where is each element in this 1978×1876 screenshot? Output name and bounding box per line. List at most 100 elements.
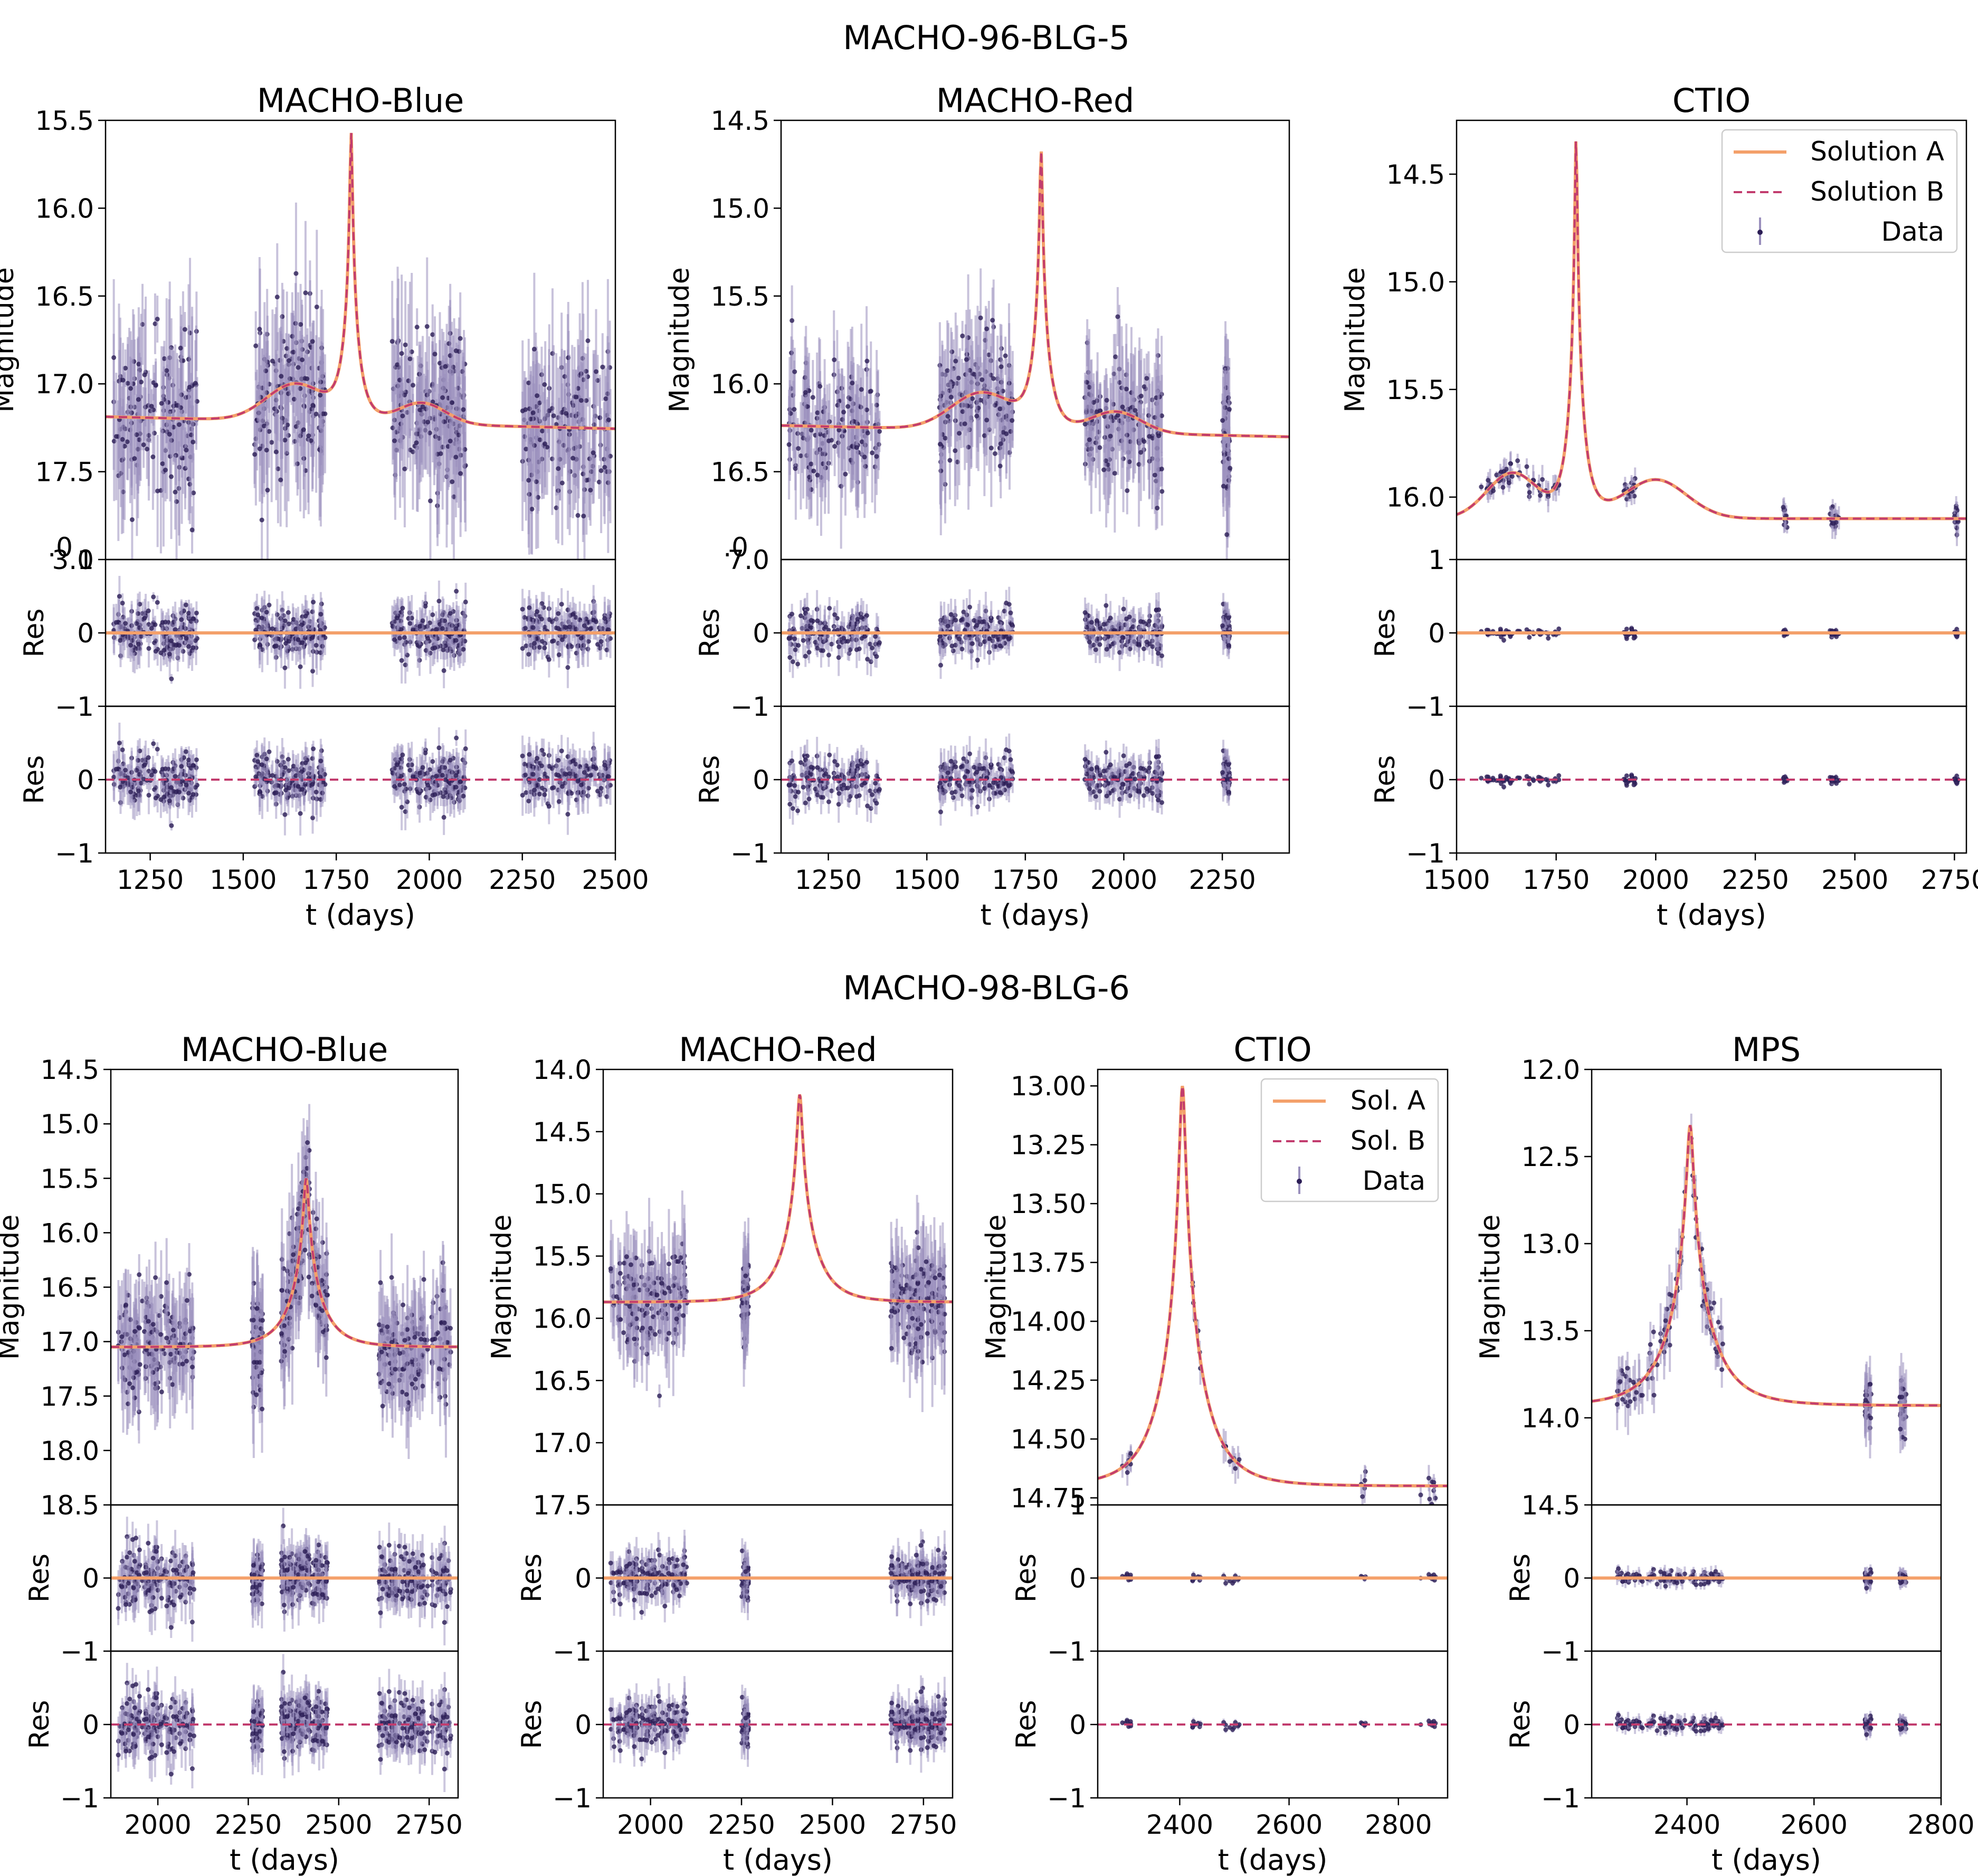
data-point [803, 390, 808, 395]
data-point [279, 374, 284, 379]
residual-point [440, 626, 445, 631]
data-point [252, 452, 258, 457]
data-point [1156, 433, 1162, 439]
residual-point [969, 641, 975, 646]
data-point [403, 342, 408, 347]
residual-point [186, 644, 191, 649]
data-point [424, 324, 430, 329]
residual-point [155, 600, 160, 605]
residual-point [535, 756, 540, 761]
residual-point [313, 642, 319, 648]
residual-point [792, 636, 797, 641]
residual-point [255, 612, 261, 618]
residual-point [425, 636, 431, 641]
data-point [395, 362, 400, 367]
data-point [120, 377, 126, 383]
residual-point [254, 753, 260, 758]
data-point [792, 369, 797, 374]
residual-point [453, 773, 459, 778]
residual-point [796, 643, 801, 648]
data-point [809, 461, 814, 467]
residual-point [310, 782, 315, 787]
residual-point [582, 623, 587, 628]
residual-point [606, 627, 611, 632]
data-point [1127, 459, 1132, 465]
residual-point [425, 782, 431, 788]
residual-point [542, 645, 547, 650]
data-point [598, 468, 604, 473]
residual-point [873, 634, 878, 639]
residual-point [520, 792, 525, 798]
residual-point [311, 600, 316, 605]
data-point [964, 357, 969, 362]
residual-point [300, 640, 305, 646]
data-point [128, 386, 134, 391]
data-point [296, 365, 301, 370]
data-point [270, 358, 275, 364]
residual-point [298, 664, 303, 669]
residual-point [118, 638, 123, 643]
residual-point [167, 798, 172, 803]
residual-ytick-label: 0 [77, 618, 94, 649]
residual-point [183, 602, 188, 608]
data-point [1115, 413, 1120, 418]
residual-point [395, 762, 400, 768]
panel-title: MACHO-Blue [257, 81, 464, 120]
residual-point [286, 610, 291, 615]
data-point [458, 471, 463, 476]
data-point [554, 422, 559, 427]
data-point [1125, 488, 1130, 493]
residual-point [270, 773, 275, 778]
data-point [578, 398, 584, 403]
residual-point [556, 626, 561, 631]
residual-point [530, 772, 536, 777]
residual-point [118, 784, 123, 790]
data-point [164, 368, 169, 373]
solution-b-curve [106, 132, 615, 430]
data-point [261, 423, 267, 429]
residual-point [463, 746, 468, 751]
data-point [603, 396, 608, 401]
data-point [273, 449, 279, 454]
residual-point [270, 626, 275, 631]
data-point [1115, 314, 1120, 319]
residual-point [526, 651, 531, 657]
residual-point [602, 615, 607, 621]
residual-point [559, 602, 564, 607]
data-point [978, 315, 983, 320]
residual-point [570, 759, 576, 764]
data-point [790, 318, 795, 323]
data-point [529, 506, 535, 511]
residual-point [859, 615, 864, 620]
residual-point [809, 618, 814, 623]
data-point [461, 407, 466, 412]
residual-point [845, 639, 851, 644]
residual-point [938, 662, 943, 668]
data-point [427, 498, 433, 504]
residual-point [606, 774, 611, 779]
data-point [870, 450, 875, 456]
data-point [542, 382, 547, 387]
data-point [593, 369, 598, 374]
residual-point [578, 636, 584, 641]
residual-point [556, 799, 562, 804]
residual-point [602, 762, 607, 768]
residual-point [527, 605, 532, 610]
data-point [1138, 393, 1144, 399]
residual-point [556, 773, 561, 778]
residual-point [179, 764, 184, 769]
residual-point [870, 645, 875, 650]
residual-point [117, 741, 122, 746]
residual-point [551, 638, 556, 643]
residual-point [407, 768, 413, 773]
residual-point [169, 676, 174, 681]
residual-point [123, 621, 128, 626]
data-point [320, 411, 326, 416]
residual-point [961, 609, 966, 614]
data-point [430, 399, 435, 404]
ytick-label: 17.5 [35, 457, 94, 488]
data-point [1226, 406, 1232, 412]
residual-point [173, 774, 178, 779]
data-point [1108, 433, 1113, 439]
residual-point [441, 647, 446, 652]
